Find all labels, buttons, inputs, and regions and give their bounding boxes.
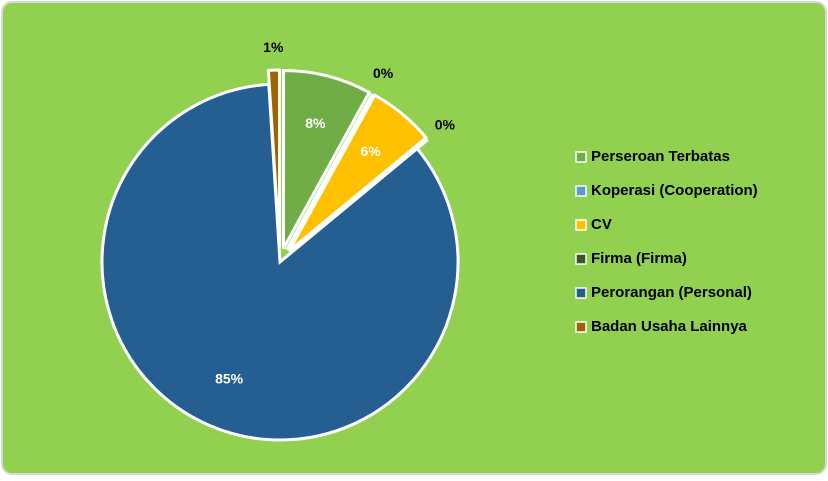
legend-label: Badan Usaha Lainnya <box>591 318 748 335</box>
legend-label: Perorangan (Personal) <box>591 284 752 301</box>
pie: 8% 0% 6% 0% 85% 1% <box>100 39 460 442</box>
data-label: 8% <box>305 115 326 131</box>
pie-slice <box>287 93 429 253</box>
pie-slice <box>266 68 282 249</box>
legend-label: CV <box>591 216 612 233</box>
data-label: 1% <box>263 39 284 55</box>
legend-swatch <box>575 185 587 197</box>
legend-label: Perseroan Terbatas <box>591 148 730 165</box>
pie-slice <box>281 68 372 250</box>
data-label: 0% <box>373 65 394 81</box>
legend-swatch <box>575 151 587 163</box>
data-label: 85% <box>215 370 244 386</box>
legend-swatch <box>575 287 587 299</box>
legend-label: Firma (Firma) <box>591 250 687 267</box>
legend-swatch <box>575 219 587 231</box>
data-label: 0% <box>435 116 456 132</box>
legend-label: Koperasi (Cooperation) <box>591 182 758 199</box>
legend-swatch <box>575 321 587 333</box>
legend: Perseroan Terbatas Koperasi (Cooperation)… <box>575 148 758 335</box>
data-label: 6% <box>360 143 381 159</box>
legend-swatch <box>575 253 587 265</box>
pie-slice <box>100 82 460 442</box>
